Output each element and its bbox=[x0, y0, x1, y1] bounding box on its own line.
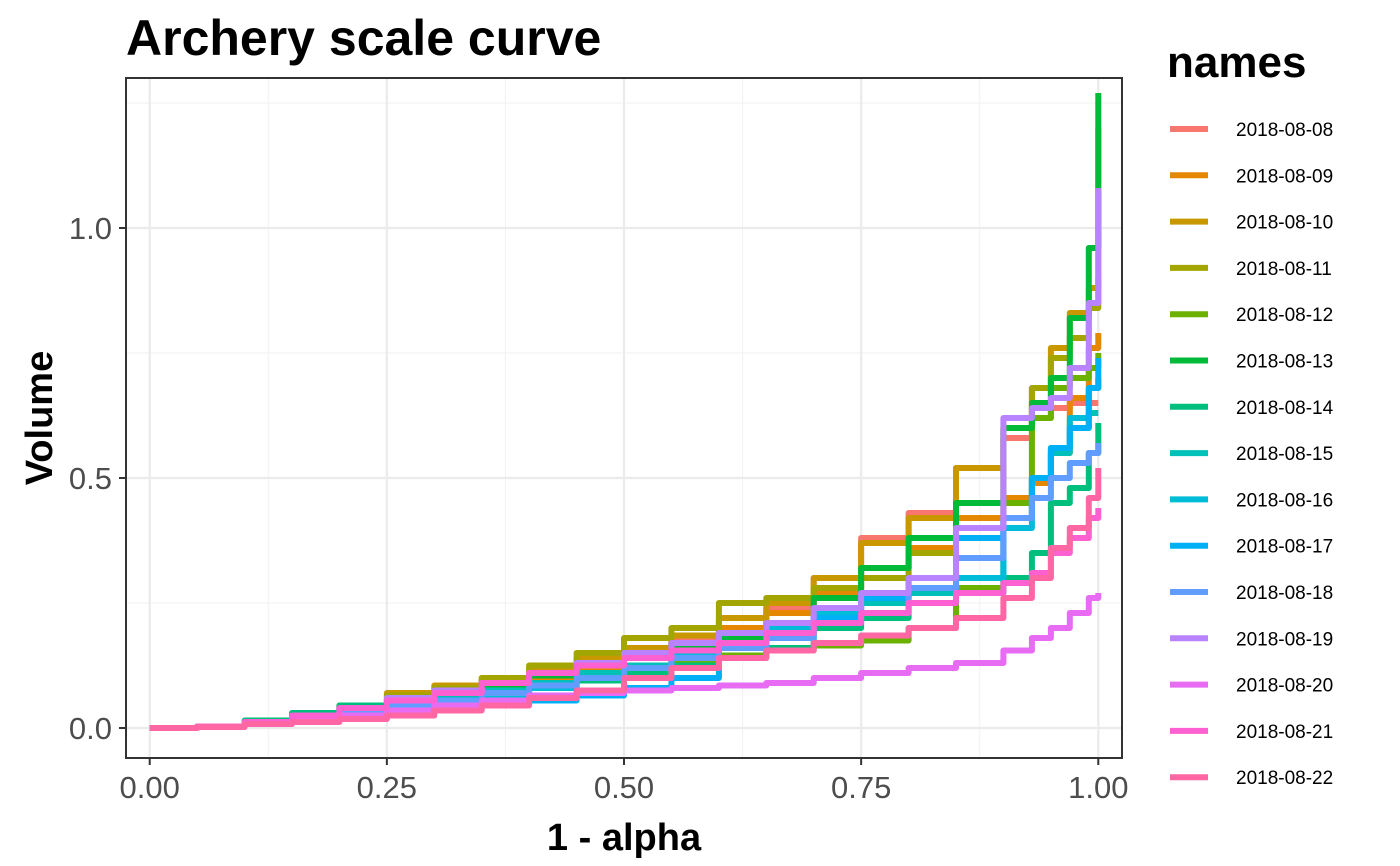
x-tick-label: 0.00 bbox=[120, 770, 180, 805]
y-tick-label: 0.0 bbox=[69, 711, 112, 746]
y-tick-label: 0.5 bbox=[69, 461, 112, 496]
legend-label: 2018-08-19 bbox=[1236, 629, 1333, 650]
legend: names 2018-08-08 2018-08-09 2018-08-10 2018… bbox=[1167, 38, 1334, 789]
legend-label: 2018-08-10 bbox=[1236, 213, 1333, 234]
legend-label: 2018-08-14 bbox=[1236, 398, 1334, 419]
x-tick-label: 0.25 bbox=[357, 770, 417, 805]
legend-label: 2018-08-21 bbox=[1236, 722, 1333, 743]
legend-label: 2018-08-13 bbox=[1236, 352, 1333, 373]
chart-title: Archery scale curve bbox=[126, 10, 601, 66]
legend-label: 2018-08-18 bbox=[1236, 583, 1333, 604]
legend-label: 2018-08-16 bbox=[1236, 490, 1333, 511]
legend-label: 2018-08-20 bbox=[1236, 676, 1333, 697]
y-axis-ticks: 0.0 0.5 1.0 bbox=[69, 211, 126, 746]
legend-label: 2018-08-11 bbox=[1236, 259, 1332, 280]
legend-title: names bbox=[1167, 38, 1306, 87]
series-line-2018-08-21 bbox=[149, 508, 1102, 731]
x-tick-label: 1.00 bbox=[1068, 770, 1128, 805]
legend-label: 2018-08-17 bbox=[1236, 537, 1333, 558]
legend-label: 2018-08-12 bbox=[1236, 305, 1333, 326]
series-line-2018-08-22 bbox=[149, 468, 1102, 731]
y-axis-title: Volume bbox=[19, 351, 61, 485]
legend-label: 2018-08-15 bbox=[1236, 444, 1333, 465]
legend-label: 2018-08-22 bbox=[1236, 768, 1333, 789]
series-layer bbox=[149, 93, 1102, 731]
legend-label: 2018-08-09 bbox=[1236, 166, 1333, 187]
x-axis-ticks: 0.00 0.25 0.50 0.75 1.00 bbox=[120, 758, 1128, 805]
x-tick-label: 0.75 bbox=[831, 770, 891, 805]
legend-label: 2018-08-08 bbox=[1236, 120, 1333, 141]
x-axis-title: 1 - alpha bbox=[547, 817, 702, 859]
x-tick-label: 0.50 bbox=[594, 770, 654, 805]
y-tick-label: 1.0 bbox=[69, 211, 112, 246]
